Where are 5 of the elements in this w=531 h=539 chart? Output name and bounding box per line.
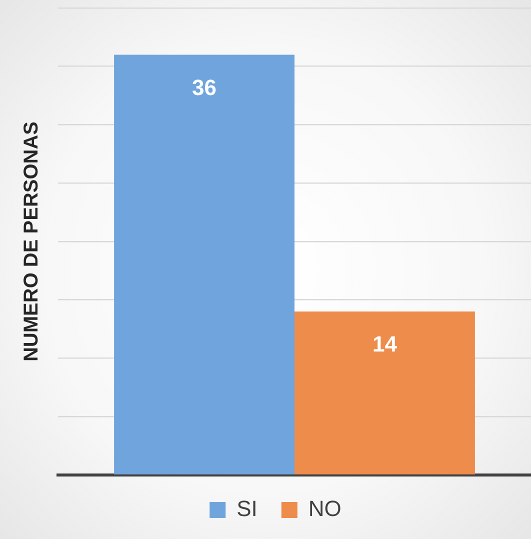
- legend-label: NO: [308, 496, 342, 522]
- data-label: 14: [372, 332, 398, 357]
- legend-label: SI: [236, 496, 258, 522]
- y-axis-title: NUMERO DE PERSONAS: [20, 121, 43, 362]
- data-label: 36: [192, 74, 217, 100]
